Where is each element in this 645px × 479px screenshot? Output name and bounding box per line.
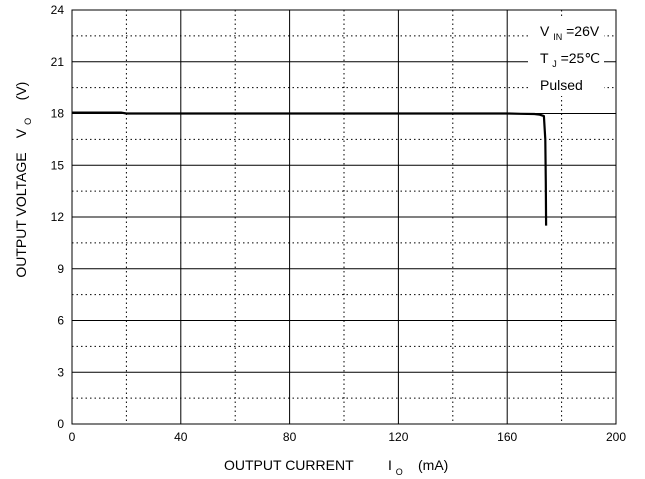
tj-value: =25℃: [561, 50, 600, 66]
pulsed-annotation: Pulsed: [540, 77, 583, 93]
tj-annotation: T J =25℃: [540, 50, 600, 70]
plot-frame: [71, 9, 617, 425]
x-tick-label: 200: [606, 430, 626, 444]
y-tick-label: 24: [51, 3, 65, 17]
x-axis-symbol-subscript: O: [396, 467, 403, 477]
y-axis-title: OUTPUT VOLTAGE: [13, 152, 29, 277]
tj-subscript: J: [552, 59, 557, 69]
x-axis-title-main: OUTPUT CURRENT: [224, 457, 354, 473]
vin-subscript: IN: [553, 32, 562, 42]
y-tick-label: 0: [57, 417, 64, 431]
x-tick-label: 160: [497, 430, 517, 444]
vin-symbol: V: [540, 23, 550, 39]
output-voltage-line: [72, 111, 548, 226]
y-tick-label: 3: [57, 365, 64, 379]
y-tick-label: 18: [51, 107, 65, 121]
y-axis-symbol-subscript: O: [23, 118, 33, 125]
y-axis-title-main: OUTPUT VOLTAGE: [13, 152, 29, 277]
y-tick-label: 9: [57, 262, 64, 276]
x-tick-label: 40: [174, 430, 188, 444]
vin-annotation: V IN =26V: [540, 23, 600, 43]
y-axis-ticks: 0 3 6 9 12 15 18 21 24: [51, 3, 65, 431]
grid: [72, 10, 616, 424]
y-axis-symbol: V: [13, 128, 29, 138]
tj-symbol: T: [540, 50, 549, 66]
y-tick-label: 12: [51, 210, 65, 224]
x-tick-label: 80: [283, 430, 297, 444]
plot-area: [72, 111, 548, 226]
x-axis-symbol: I: [388, 457, 392, 473]
legend-background: [528, 16, 604, 96]
y-axis-symbol-group: V O: [13, 118, 33, 138]
x-tick-label: 120: [388, 430, 408, 444]
x-tick-label: 0: [69, 430, 76, 444]
y-tick-label: 6: [57, 314, 64, 328]
y-tick-label: 21: [51, 55, 65, 69]
conditions-legend: V IN =26V T J =25℃ Pulsed: [528, 16, 604, 96]
y-tick-label: 15: [51, 158, 65, 172]
y-axis-unit: (V): [13, 82, 29, 101]
vin-value: =26V: [566, 23, 600, 39]
x-axis-title: OUTPUT CURRENT I O (mA): [224, 457, 448, 478]
x-axis-unit: (mA): [418, 457, 448, 473]
x-axis-ticks: 0 40 80 120 160 200: [69, 430, 627, 444]
